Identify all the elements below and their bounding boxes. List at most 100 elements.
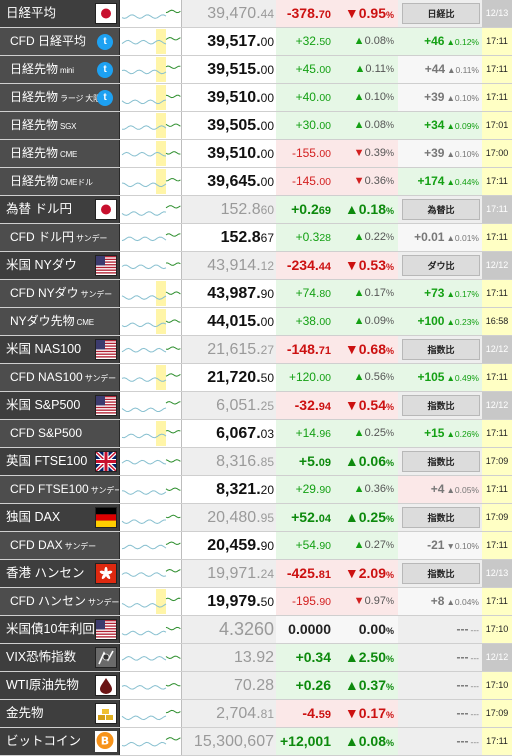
mini-chart[interactable] [120,84,182,111]
quote-row-nasdaq[interactable]: 米国 NAS100 21,615.27 -148.71 ▼0.68% 指数比 12/12 [0,336,512,364]
twitter-icon[interactable]: t [97,34,113,50]
instrument-name[interactable]: CFD FTSE100 サンデー [0,476,120,503]
instrument-name[interactable]: 日経先物 SGX [0,112,120,139]
diff-cell: +105 ▲0.49% [398,364,482,391]
quote-row-cfd-nikkei[interactable]: CFD 日経平均 t 39,517.00 +32.50 ▲0.08% +46 ▲0.12% 1… [0,28,512,56]
instrument-name[interactable]: CFD DAX サンデー [0,532,120,559]
instrument-name[interactable]: 日経先物 CME [0,140,120,167]
mini-chart[interactable] [120,252,182,279]
change-value: +29.90 [276,476,334,503]
instrument-name[interactable]: 英国 FTSE100 [0,448,120,475]
instrument-name[interactable]: 日経平均 [0,0,120,27]
mini-chart[interactable] [120,0,182,27]
mini-chart[interactable] [120,336,182,363]
quote-row-sp500[interactable]: 米国 S&P500 6,051.25 -32.94 ▼0.54% 指数比 12/12 [0,392,512,420]
mini-chart[interactable] [120,364,182,391]
mini-chart[interactable] [120,532,182,559]
instrument-name[interactable]: 香港 ハンセン [0,560,120,587]
instrument-name[interactable]: 金先物 [0,700,120,727]
mini-chart[interactable] [120,476,182,503]
quote-row-usdjpy[interactable]: 為替 ドル円 152.860 +0.269 ▲0.18% 為替比 17:11 [0,196,512,224]
update-time: 17:11 [482,728,512,755]
quote-row-us10y[interactable]: 米国債10年利回り 4.3260 0.0000 0.00% --- --- 17:10 [0,616,512,644]
mini-chart[interactable] [120,616,182,643]
mini-chart[interactable] [120,700,182,727]
mini-chart[interactable] [120,112,182,139]
mini-chart[interactable] [120,308,182,335]
instrument-name[interactable]: 米国 NYダウ [0,252,120,279]
quote-row-cfd-ftse[interactable]: CFD FTSE100 サンデー 8,321.20 +29.90 ▲0.36% +4 ▲0.… [0,476,512,504]
mini-chart[interactable] [120,196,182,223]
quote-row-ftse[interactable]: 英国 FTSE100 8,316.85 +5.09 ▲0.06% 指数比 17:09 [0,448,512,476]
quote-row-cfd-usdjpy[interactable]: CFD ドル円 サンデー 152.867 +0.328 ▲0.22% +0.01 ▲0.01… [0,224,512,252]
instrument-name[interactable]: WTI原油先物 [0,672,120,699]
instrument-name[interactable]: VIX恐怖指数 [0,644,120,671]
quote-row-nikkei-futures-cme[interactable]: 日経先物 CME 39,510.00 -155.00 ▼0.39% +39 ▲0.10% 17… [0,140,512,168]
quote-row-nikkei-futures-mini[interactable]: 日経先物 mini t 39,515.00 +45.00 ▲0.11% +44 ▲0.11% 1… [0,56,512,84]
mini-chart[interactable] [120,448,182,475]
compare-button[interactable]: 指数比 [402,395,480,416]
quote-row-nikkei-futures-sgx[interactable]: 日経先物 SGX 39,505.00 +30.00 ▲0.08% +34 ▲0.09% 17:… [0,112,512,140]
update-time: 12/12 [482,392,512,419]
quote-row-vix[interactable]: VIX恐怖指数 13.92 +0.34 ▲2.50% --- --- 12/12 [0,644,512,672]
instrument-name[interactable]: ビットコイン B [0,728,120,755]
compare-button[interactable]: 指数比 [402,563,480,584]
mini-chart[interactable] [120,56,182,83]
mini-chart[interactable] [120,644,182,671]
quote-row-wti[interactable]: WTI原油先物 70.28 +0.26 ▲0.37% --- --- 17:10 [0,672,512,700]
compare-button[interactable]: 指数比 [402,451,480,472]
instrument-name[interactable]: 為替 ドル円 [0,196,120,223]
quote-row-nikkei-futures-large[interactable]: 日経先物 ラージ 大阪 t 39,510.00 +40.00 ▲0.10% +39 ▲0.10… [0,84,512,112]
instrument-name[interactable]: 米国 S&P500 [0,392,120,419]
instrument-name[interactable]: 日経先物 mini t [0,56,120,83]
instrument-name[interactable]: 日経先物 ラージ 大阪 t [0,84,120,111]
quote-row-bitcoin[interactable]: ビットコイン B 15,300,607 +12,001 ▲0.08% --- --- 17:1… [0,728,512,756]
quote-row-gold[interactable]: 金先物 2,704.81 -4.59 ▼0.17% --- --- 17:09 [0,700,512,728]
mini-chart[interactable] [120,168,182,195]
quote-row-dow-futures-cme[interactable]: NYダウ先物 CME 44,015.00 +38.00 ▲0.09% +100 ▲0.23%… [0,308,512,336]
quote-row-nikkei-futures-cme-usd[interactable]: 日経先物 CMEドル 39,645.00 -145.00 ▼0.36% +174 ▲0.44… [0,168,512,196]
compare-button[interactable]: 為替比 [402,199,480,220]
quote-row-cfd-dax[interactable]: CFD DAX サンデー 20,459.90 +54.90 ▲0.27% -21 ▼0.10… [0,532,512,560]
mini-chart[interactable] [120,140,182,167]
instrument-name[interactable]: 独国 DAX [0,504,120,531]
compare-button[interactable]: 指数比 [402,339,480,360]
mini-chart[interactable] [120,588,182,615]
instrument-name[interactable]: CFD S&P500 [0,420,120,447]
mini-chart[interactable] [120,28,182,55]
instrument-name[interactable]: CFD 日経平均 t [0,28,120,55]
instrument-name[interactable]: NYダウ先物 CME [0,308,120,335]
instrument-name[interactable]: CFD ハンセン サンデー [0,588,120,615]
instrument-name[interactable]: CFD NYダウ サンデー [0,280,120,307]
quote-row-dax[interactable]: 独国 DAX 20,480.95 +52.04 ▲0.25% 指数比 17:09 [0,504,512,532]
instrument-name[interactable]: 米国債10年利回り [0,616,120,643]
price-value: 4.3260 [218,619,274,639]
quote-row-cfd-sp500[interactable]: CFD S&P500 6,067.03 +14.96 ▲0.25% +15 ▲0.26% 1… [0,420,512,448]
compare-button[interactable]: 指数比 [402,507,480,528]
update-time: 17:00 [482,140,512,167]
mini-chart[interactable] [120,504,182,531]
twitter-icon[interactable]: t [97,62,113,78]
mini-chart[interactable] [120,280,182,307]
quote-row-cfd-dow[interactable]: CFD NYダウ サンデー 43,987.90 +74.80 ▲0.17% +73 ▲0.1… [0,280,512,308]
compare-button[interactable]: 日経比 [402,3,480,24]
instrument-name[interactable]: CFD ドル円 サンデー [0,224,120,251]
twitter-icon[interactable]: t [97,90,113,106]
mini-chart[interactable] [120,560,182,587]
quote-row-hangseng[interactable]: 香港 ハンセン 19,971.24 -425.81 ▼2.09% 指数比 12/13 [0,560,512,588]
mini-chart[interactable] [120,420,182,447]
instrument-name[interactable]: 日経先物 CMEドル [0,168,120,195]
mini-chart[interactable] [120,392,182,419]
mini-chart[interactable] [120,672,182,699]
mini-chart[interactable] [120,224,182,251]
quote-row-dow[interactable]: 米国 NYダウ 43,914.12 -234.44 ▼0.53% ダウ比 12/12 [0,252,512,280]
mini-chart[interactable] [120,728,182,755]
quote-row-cfd-nasdaq[interactable]: CFD NAS100 サンデー 21,720.50 +120.00 ▲0.56% +105… [0,364,512,392]
quote-row-nikkei[interactable]: 日経平均 39,470.44 -378.70 ▼0.95% 日経比 12/13 [0,0,512,28]
direction-arrow-icon: ▲ [446,485,455,495]
quote-row-cfd-hangseng[interactable]: CFD ハンセン サンデー 19,979.50 -195.90 ▼0.97% +8 ▲0.0… [0,588,512,616]
diff-cell: +39 ▲0.10% [398,84,482,111]
instrument-name[interactable]: CFD NAS100 サンデー [0,364,120,391]
compare-button[interactable]: ダウ比 [402,255,480,276]
instrument-name[interactable]: 米国 NAS100 [0,336,120,363]
